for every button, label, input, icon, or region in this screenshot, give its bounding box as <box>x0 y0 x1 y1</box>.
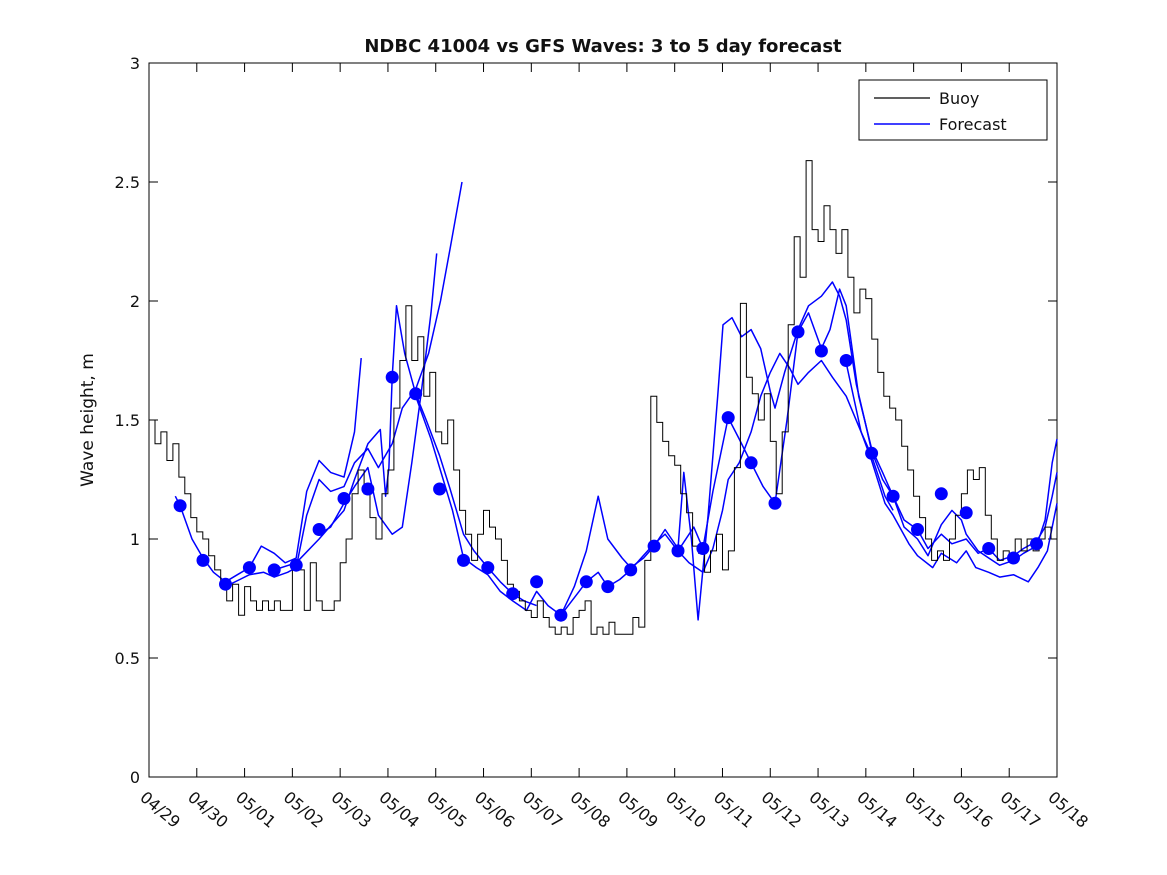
forecast-line <box>892 438 1058 566</box>
x-tick-label: 05/10 <box>662 788 710 832</box>
legend-buoy-label: Buoy <box>939 89 979 108</box>
forecast-marker <box>814 344 828 358</box>
legend-box <box>858 79 1048 141</box>
forecast-line <box>318 253 438 535</box>
forecast-marker <box>457 553 470 567</box>
forecast-marker <box>530 575 544 589</box>
x-tick-label: 05/16 <box>949 788 997 832</box>
forecast-markers <box>173 325 1043 622</box>
legend: Buoy Forecast <box>858 79 1048 141</box>
forecast-marker <box>554 608 568 622</box>
y-tick-label: 0.5 <box>115 649 140 668</box>
y-tick-label: 1 <box>130 530 140 549</box>
x-tick-label: 05/11 <box>710 788 758 832</box>
forecast-marker <box>982 542 996 555</box>
x-tick-label: 04/30 <box>184 788 232 832</box>
forecast-line <box>174 358 362 583</box>
x-tick-label: 05/17 <box>997 788 1045 832</box>
forecast-marker <box>865 446 879 460</box>
x-tick-label: 04/29 <box>136 788 184 832</box>
plot-box <box>148 62 1058 778</box>
legend-forecast-label: Forecast <box>939 115 1007 134</box>
forecast-marker <box>481 561 495 575</box>
y-axis-label: Wave height, m <box>78 353 98 487</box>
axes <box>148 62 1058 778</box>
forecast-marker <box>219 577 232 591</box>
forecast-marker <box>409 387 423 401</box>
forecast-line <box>845 362 1058 583</box>
x-tick-label: 05/02 <box>280 788 328 832</box>
y-tick-labels: 0 0.5 1 1.5 2 2.5 3 <box>115 54 140 787</box>
y-tick-label: 3 <box>130 54 140 73</box>
forecast-line <box>414 395 655 616</box>
forecast-marker <box>267 563 281 577</box>
x-tick-label: 05/03 <box>328 788 376 832</box>
forecast-marker <box>839 354 853 367</box>
forecast-marker <box>671 544 685 558</box>
forecast-marker <box>196 553 210 567</box>
buoy-step-series <box>149 160 1058 635</box>
forecast-marker <box>312 523 326 536</box>
x-tick-label: 05/12 <box>758 788 806 832</box>
x-tick-label: 05/18 <box>1044 788 1092 832</box>
forecast-marker <box>601 580 615 594</box>
y-tick-label: 2.5 <box>115 173 140 192</box>
x-tick-label: 05/05 <box>423 788 471 832</box>
x-tick-label: 05/06 <box>471 788 519 832</box>
y-tick-label: 2 <box>130 292 140 311</box>
x-tick-label: 05/04 <box>375 788 423 832</box>
forecast-marker <box>289 558 303 572</box>
y-tick-label: 0 <box>130 768 140 787</box>
forecast-marker <box>506 587 520 601</box>
x-tick-label: 05/15 <box>901 788 949 832</box>
forecast-marker <box>579 575 593 589</box>
forecast-marker <box>337 492 351 505</box>
forecast-marker <box>721 411 735 425</box>
forecast-marker <box>768 496 782 510</box>
forecast-marker <box>1007 551 1020 565</box>
x-tick-label: 05/08 <box>567 788 615 832</box>
forecast-line <box>653 281 894 621</box>
forecast-marker <box>911 523 924 536</box>
forecast-marker <box>242 561 256 575</box>
x-tick-label: 05/13 <box>805 788 853 832</box>
forecast-marker <box>934 487 948 501</box>
forecast-marker <box>433 482 447 496</box>
forecast-line <box>560 352 894 616</box>
x-tick-label: 05/01 <box>232 788 280 832</box>
forecast-marker <box>959 506 973 520</box>
forecast-marker <box>1030 537 1043 551</box>
x-tick-labels: 04/29 04/30 05/01 05/02 05/03 05/04 05/05 05/06… <box>136 788 1092 832</box>
forecast-marker <box>647 539 661 553</box>
forecast-line <box>225 181 463 588</box>
forecast-marker <box>886 489 900 503</box>
forecast-marker <box>173 499 187 513</box>
chart-title: NDBC 41004 vs GFS Waves: 3 to 5 day fore… <box>364 36 842 57</box>
x-tick-label: 05/07 <box>519 788 567 832</box>
forecast-marker <box>744 456 758 470</box>
forecast-marker <box>361 482 375 496</box>
forecast-marker <box>791 325 805 339</box>
y-tick-label: 1.5 <box>115 411 140 430</box>
forecast-line-series <box>174 181 1058 621</box>
forecast-marker <box>696 542 710 555</box>
x-tick-label: 05/14 <box>853 788 901 832</box>
buoy-line <box>149 160 1058 635</box>
forecast-marker <box>385 370 399 384</box>
forecast-marker <box>624 563 638 577</box>
x-tick-label: 05/09 <box>614 788 662 832</box>
